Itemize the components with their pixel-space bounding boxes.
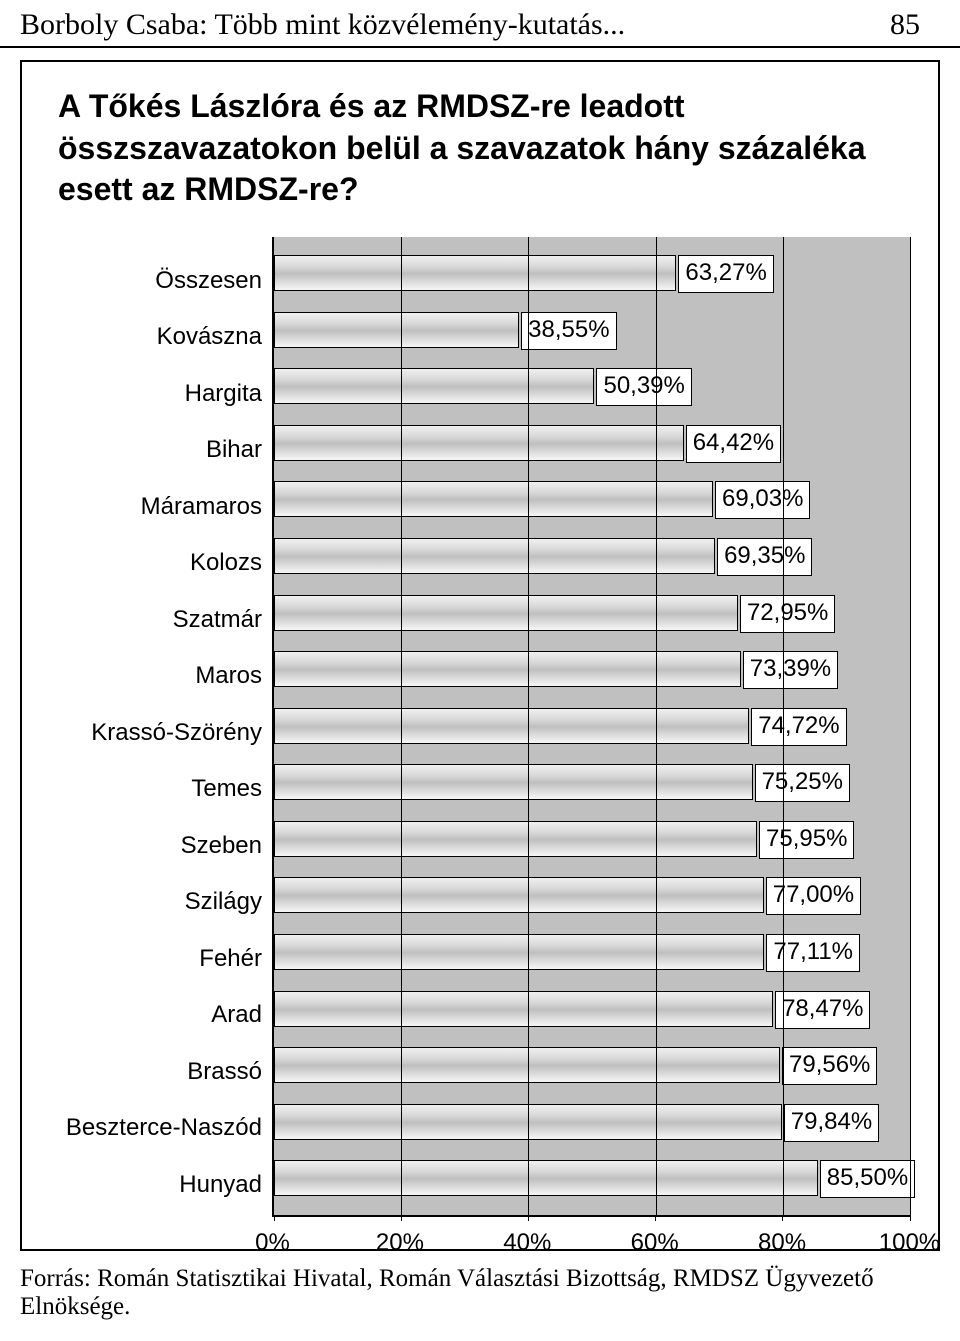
bar-row: 74,72% bbox=[274, 708, 910, 744]
y-axis-label: Fehér bbox=[199, 945, 262, 973]
y-axis-label: Összesen bbox=[155, 267, 262, 295]
bar-row: 50,39% bbox=[274, 368, 910, 404]
y-axis-label: Krassó-Szörény bbox=[91, 719, 262, 747]
bar-row: 69,35% bbox=[274, 538, 910, 574]
x-tick-mark bbox=[274, 1215, 275, 1221]
value-label: 74,72% bbox=[751, 708, 846, 746]
y-axis-label: Hunyad bbox=[179, 1171, 262, 1199]
page: Borboly Csaba: Több mint közvélemény-kut… bbox=[0, 0, 960, 1341]
value-label: 78,47% bbox=[775, 991, 870, 1029]
value-label: 79,84% bbox=[784, 1104, 879, 1142]
bar-row: 79,84% bbox=[274, 1104, 910, 1140]
y-axis-label: Máramaros bbox=[141, 493, 262, 521]
y-axis-label: Kolozs bbox=[190, 549, 262, 577]
y-axis-label: Szilágy bbox=[185, 888, 262, 916]
source-line: Forrás: Román Statisztikai Hivatal, Romá… bbox=[0, 1259, 960, 1341]
x-tick-mark bbox=[401, 1215, 402, 1221]
plot-area: 63,27% 38,55% 50,39% 64,42% 69,03% 69,35% 72,9… bbox=[272, 237, 910, 1217]
bar bbox=[274, 991, 773, 1027]
y-axis-label: Temes bbox=[191, 775, 262, 803]
plot-wrap: Összesen Kovászna Hargita Bihar Máramaros Kol… bbox=[50, 237, 910, 1229]
bar bbox=[274, 651, 741, 687]
value-label: 38,55% bbox=[521, 312, 616, 350]
y-axis-label: Brassó bbox=[187, 1058, 262, 1086]
value-label: 77,11% bbox=[766, 934, 860, 972]
bar bbox=[274, 821, 757, 857]
bar bbox=[274, 934, 764, 970]
value-label: 77,00% bbox=[766, 877, 861, 915]
page-number: 85 bbox=[890, 8, 920, 42]
bar-row: 77,11% bbox=[274, 934, 910, 970]
bars-container: 63,27% 38,55% 50,39% 64,42% 69,03% 69,35% 72,9… bbox=[274, 237, 910, 1215]
bar-row: 73,39% bbox=[274, 651, 910, 687]
y-axis-label: Szatmár bbox=[173, 606, 262, 634]
value-label: 69,03% bbox=[715, 481, 810, 519]
value-label: 75,95% bbox=[759, 821, 854, 859]
grid-line bbox=[528, 237, 529, 1215]
bar-row: 79,56% bbox=[274, 1047, 910, 1083]
y-axis-label: Arad bbox=[211, 1001, 262, 1029]
bar-row: 69,03% bbox=[274, 481, 910, 517]
y-axis-label: Bihar bbox=[206, 436, 262, 464]
value-label: 75,25% bbox=[755, 764, 850, 802]
bar bbox=[274, 1160, 818, 1196]
x-tick-mark bbox=[655, 1215, 656, 1221]
grid-line bbox=[910, 237, 911, 1215]
y-axis-label: Maros bbox=[195, 662, 262, 690]
bar bbox=[274, 368, 594, 404]
x-tick-mark bbox=[910, 1215, 911, 1221]
value-label: 72,95% bbox=[740, 595, 835, 633]
bar bbox=[274, 708, 749, 744]
bar-row: 85,50% bbox=[274, 1160, 910, 1196]
bar bbox=[274, 877, 764, 913]
bar bbox=[274, 312, 519, 348]
bar-row: 64,42% bbox=[274, 425, 910, 461]
bar-row: 77,00% bbox=[274, 877, 910, 913]
bar bbox=[274, 538, 715, 574]
y-axis-labels: Összesen Kovászna Hargita Bihar Máramaros Kol… bbox=[50, 237, 272, 1229]
value-label: 64,42% bbox=[686, 425, 781, 463]
chart-title: A Tőkés Lászlóra és az RMDSZ-re leadott … bbox=[58, 86, 902, 211]
bar bbox=[274, 481, 713, 517]
bar-row: 75,95% bbox=[274, 821, 910, 857]
value-label: 69,35% bbox=[717, 538, 812, 576]
bar bbox=[274, 595, 738, 631]
y-axis-label: Beszterce-Naszód bbox=[66, 1114, 262, 1142]
x-tick-mark bbox=[528, 1215, 529, 1221]
bar-row: 75,25% bbox=[274, 764, 910, 800]
bar-row: 38,55% bbox=[274, 312, 910, 348]
plot-column: 63,27% 38,55% 50,39% 64,42% 69,03% 69,35% 72,9… bbox=[272, 237, 910, 1229]
y-axis-label: Szeben bbox=[181, 832, 262, 860]
bar bbox=[274, 425, 684, 461]
bar bbox=[274, 764, 753, 800]
y-axis-label: Hargita bbox=[185, 380, 262, 408]
grid-line bbox=[656, 237, 657, 1215]
y-axis-label: Kovászna bbox=[157, 323, 262, 351]
bar-row: 72,95% bbox=[274, 595, 910, 631]
bar-row: 78,47% bbox=[274, 991, 910, 1027]
bar bbox=[274, 255, 676, 291]
header-title: Borboly Csaba: Több mint közvélemény-kut… bbox=[20, 8, 625, 42]
value-label: 63,27% bbox=[678, 255, 773, 293]
value-label: 50,39% bbox=[596, 368, 691, 406]
grid-line bbox=[783, 237, 784, 1215]
value-label: 85,50% bbox=[820, 1160, 915, 1198]
chart-container: A Tőkés Lászlóra és az RMDSZ-re leadott … bbox=[20, 60, 940, 1251]
bar-row: 63,27% bbox=[274, 255, 910, 291]
value-label: 79,56% bbox=[782, 1047, 877, 1085]
page-header: Borboly Csaba: Több mint közvélemény-kut… bbox=[0, 0, 960, 48]
grid-line bbox=[401, 237, 402, 1215]
bar bbox=[274, 1047, 780, 1083]
value-label: 73,39% bbox=[743, 651, 838, 689]
x-tick-mark bbox=[782, 1215, 783, 1221]
